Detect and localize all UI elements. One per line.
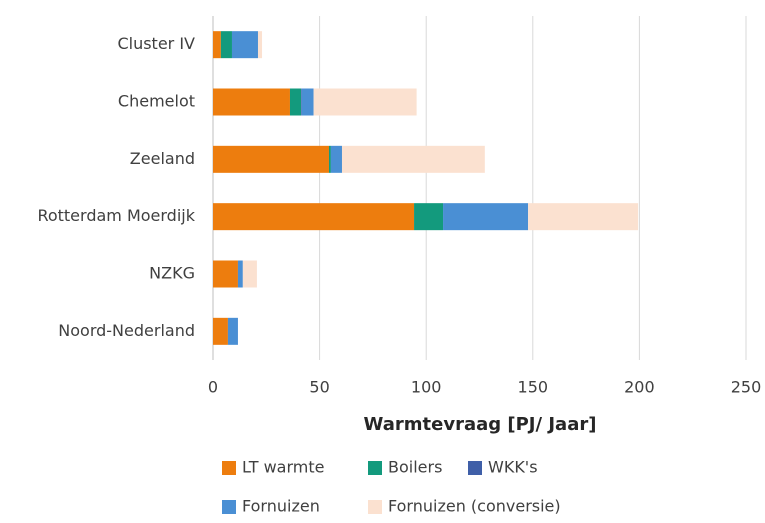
y-tick-label: Chemelot [118, 92, 195, 111]
y-tick-label: Rotterdam Moerdijk [37, 206, 195, 225]
bar-segment [242, 260, 257, 288]
bar-segment [301, 88, 314, 116]
bar-segment [213, 203, 415, 231]
x-tick-label: 50 [309, 378, 329, 397]
y-tick-label: Cluster IV [117, 34, 195, 53]
bar-segment [213, 88, 290, 116]
legend-swatch [368, 461, 382, 475]
bar-segment [328, 145, 331, 173]
bar-segment [237, 260, 243, 288]
bar-segment [301, 88, 302, 116]
bar-segment [443, 203, 529, 231]
bar-segment [227, 317, 238, 345]
legend-label: WKK's [488, 458, 538, 477]
legend-label: Fornuizen [242, 497, 320, 516]
bar-segment [220, 31, 232, 59]
x-axis-title: Warmtevraag [PJ/ Jaar] [364, 414, 597, 435]
legend-label: Boilers [388, 458, 442, 477]
x-tick-label: 0 [208, 378, 218, 397]
x-tick-label: 250 [731, 378, 762, 397]
bar-segment [213, 31, 221, 59]
bar-segment [528, 203, 639, 231]
legend-swatch [222, 461, 236, 475]
x-tick-label: 100 [411, 378, 442, 397]
x-tick-label: 150 [518, 378, 549, 397]
bar-segment [213, 260, 238, 288]
bar-segment [213, 145, 329, 173]
bar-segment [313, 88, 417, 116]
legend-label: Fornuizen (conversie) [388, 497, 561, 516]
y-tick-label: Zeeland [130, 149, 195, 168]
bar-segment [330, 145, 342, 173]
y-tick-label: NZKG [149, 264, 195, 283]
bar-segment [257, 31, 263, 59]
x-tick-label: 200 [624, 378, 655, 397]
legend-label: LT warmte [242, 458, 324, 477]
bar-segment [213, 317, 228, 345]
bar-segment [231, 31, 258, 59]
bar-segment [341, 145, 485, 173]
bar-segment [414, 203, 444, 231]
y-tick-label: Noord-Nederland [58, 321, 195, 340]
legend-swatch [222, 500, 236, 514]
bar-segment [289, 88, 302, 116]
legend-swatch [468, 461, 482, 475]
legend-swatch [368, 500, 382, 514]
